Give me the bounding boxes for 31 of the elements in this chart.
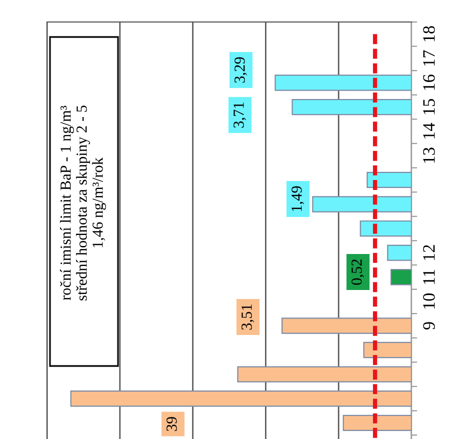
bar — [342, 414, 412, 432]
y-tick-label: 14 — [423, 122, 435, 138]
bar — [366, 172, 412, 188]
y-tick-label: 18 — [423, 26, 435, 42]
annotation: 3,29 — [234, 57, 248, 83]
annotation: 3,51 — [242, 304, 254, 330]
bar — [387, 244, 412, 261]
bar — [237, 366, 412, 382]
annotation: 0,52 — [352, 259, 364, 285]
y-tick-label: 11 — [423, 270, 435, 284]
annotation: 3,71 — [234, 102, 246, 128]
y-tick-label: 17 — [423, 50, 435, 66]
annotation: roční imisní limit BaP - 1 ng/m³ — [60, 106, 74, 300]
annotation: 1,46 ng/m³/rok — [92, 157, 106, 248]
bar — [70, 390, 412, 407]
bar — [390, 269, 412, 286]
annotation: 39 — [166, 416, 177, 431]
y-tick-label: 9 — [423, 322, 435, 330]
bar — [360, 220, 412, 237]
y-tick-label: 10 — [423, 293, 435, 309]
bar — [281, 318, 412, 334]
y-tick-label: 12 — [423, 245, 435, 260]
bar — [292, 98, 412, 116]
annotation: střední hodnota za skupiny 2 - 5 — [76, 106, 90, 300]
y-tick-label: 16 — [423, 74, 435, 90]
y-tick-label: 13 — [423, 148, 435, 163]
bar — [363, 342, 412, 358]
bar — [274, 74, 412, 91]
bar — [312, 196, 412, 212]
annotation: 1,49 — [292, 186, 304, 212]
y-tick-label: 15 — [423, 99, 435, 114]
